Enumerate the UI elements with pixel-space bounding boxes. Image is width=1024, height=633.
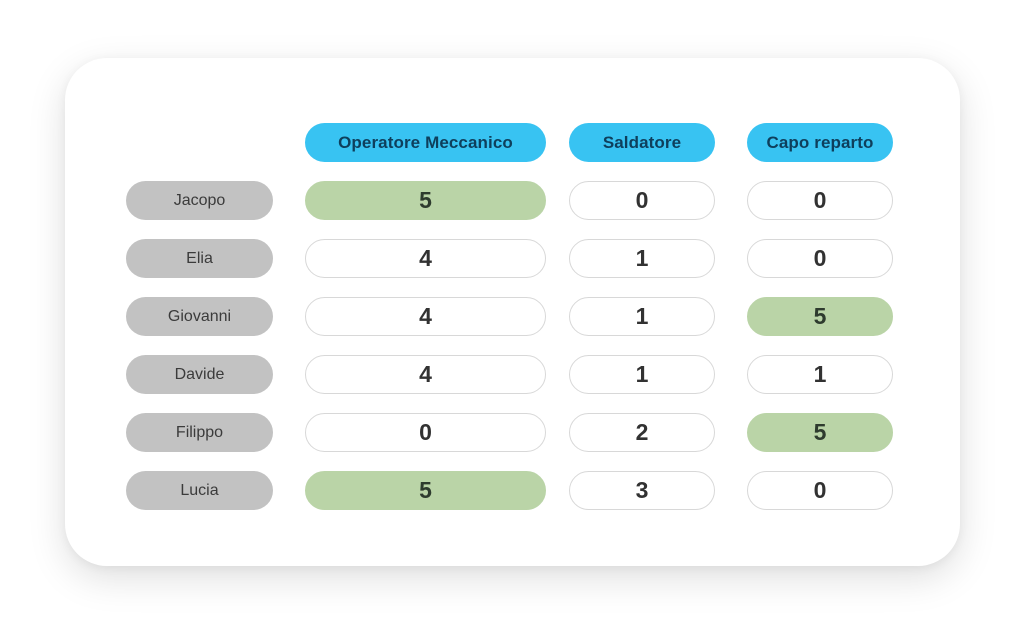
matrix-cell[interactable]: 1 bbox=[747, 355, 893, 394]
table-row: Lucia 5 3 0 bbox=[126, 471, 893, 510]
matrix-cell[interactable]: 1 bbox=[569, 297, 715, 336]
table-row: Elia 4 1 0 bbox=[126, 239, 893, 278]
matrix-cell[interactable]: 3 bbox=[569, 471, 715, 510]
matrix-cell[interactable]: 1 bbox=[569, 239, 715, 278]
row-label-giovanni: Giovanni bbox=[126, 297, 273, 336]
table-row: Davide 4 1 1 bbox=[126, 355, 893, 394]
matrix-cell[interactable]: 0 bbox=[747, 181, 893, 220]
skills-matrix: Operatore Meccanico Saldatore Capo repar… bbox=[126, 123, 893, 529]
row-label-lucia: Lucia bbox=[126, 471, 273, 510]
matrix-cell[interactable]: 5 bbox=[747, 297, 893, 336]
row-label-jacopo: Jacopo bbox=[126, 181, 273, 220]
matrix-cell[interactable]: 0 bbox=[747, 471, 893, 510]
matrix-cell[interactable]: 4 bbox=[305, 239, 546, 278]
table-row: Jacopo 5 0 0 bbox=[126, 181, 893, 220]
matrix-cell[interactable]: 4 bbox=[305, 297, 546, 336]
row-label-davide: Davide bbox=[126, 355, 273, 394]
row-label-elia: Elia bbox=[126, 239, 273, 278]
matrix-cell[interactable]: 5 bbox=[305, 181, 546, 220]
matrix-cell[interactable]: 1 bbox=[569, 355, 715, 394]
column-header-saldatore: Saldatore bbox=[569, 123, 715, 162]
column-header-capo-reparto: Capo reparto bbox=[747, 123, 893, 162]
matrix-cell[interactable]: 2 bbox=[569, 413, 715, 452]
matrix-card: Operatore Meccanico Saldatore Capo repar… bbox=[65, 58, 960, 566]
column-header-operatore-meccanico: Operatore Meccanico bbox=[305, 123, 546, 162]
matrix-cell[interactable]: 5 bbox=[305, 471, 546, 510]
matrix-cell[interactable]: 5 bbox=[747, 413, 893, 452]
table-row: Giovanni 4 1 5 bbox=[126, 297, 893, 336]
table-row: Filippo 0 2 5 bbox=[126, 413, 893, 452]
row-label-filippo: Filippo bbox=[126, 413, 273, 452]
matrix-cell[interactable]: 0 bbox=[747, 239, 893, 278]
matrix-cell[interactable]: 4 bbox=[305, 355, 546, 394]
header-row: Operatore Meccanico Saldatore Capo repar… bbox=[126, 123, 893, 162]
matrix-cell[interactable]: 0 bbox=[569, 181, 715, 220]
header-spacer bbox=[126, 123, 273, 162]
matrix-cell[interactable]: 0 bbox=[305, 413, 546, 452]
